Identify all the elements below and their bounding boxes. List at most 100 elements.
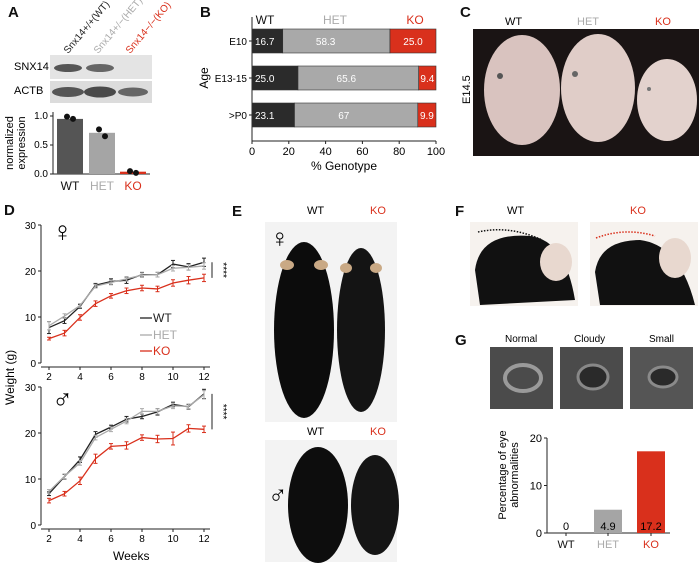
ear bbox=[314, 260, 328, 270]
band-actb-ko bbox=[118, 87, 148, 97]
bar-wt bbox=[57, 118, 83, 174]
ear bbox=[280, 260, 294, 270]
panel-label-d: D bbox=[4, 202, 15, 219]
x-tick-label: 0 bbox=[249, 146, 255, 158]
blot-label-snx14: SNX14 bbox=[14, 61, 49, 73]
axis-label-weeks: Weeks bbox=[113, 549, 150, 563]
header-wt: WT bbox=[307, 205, 325, 217]
y-tick-label: E10 bbox=[229, 37, 247, 48]
legend-ko: KO bbox=[153, 344, 170, 358]
y-tick-label: 0.5 bbox=[34, 140, 48, 151]
x-axis-label: % Genotype bbox=[311, 159, 377, 173]
bar-segment-het bbox=[297, 65, 420, 91]
mouse-ko-female bbox=[337, 248, 385, 412]
x-tick-label: 10 bbox=[167, 372, 179, 383]
band-actb-wt bbox=[52, 87, 84, 97]
eye-ring bbox=[647, 365, 679, 389]
x-tick-label: 8 bbox=[139, 372, 145, 383]
mouse-ko-male bbox=[351, 455, 399, 555]
significance-stars: **** bbox=[217, 404, 228, 420]
panel-label-f: F bbox=[455, 203, 465, 220]
data-label: 0 bbox=[563, 521, 569, 533]
x-tick-label: 4 bbox=[77, 372, 83, 383]
y-tick-label: E13-15 bbox=[215, 74, 248, 85]
data-point bbox=[127, 168, 133, 175]
x-tick-label: 20 bbox=[283, 146, 295, 158]
axis-label-eye: Percentage of eye abnormalities bbox=[497, 430, 521, 520]
x-tick-label: 100 bbox=[427, 146, 445, 158]
y-tick-label: 10 bbox=[530, 481, 542, 493]
bar-segment-het bbox=[282, 28, 391, 54]
data-label: 16.7 bbox=[255, 37, 275, 48]
legend-ko: KO bbox=[406, 13, 423, 27]
x-tick-label: HET bbox=[90, 179, 115, 193]
header-het: HET bbox=[577, 16, 599, 28]
x-tick-label: HET bbox=[597, 539, 619, 551]
y-tick-label: 30 bbox=[25, 221, 37, 232]
band-snx14-het bbox=[86, 64, 114, 72]
panel-label-b: B bbox=[200, 4, 211, 21]
y-tick-label: >P0 bbox=[229, 111, 248, 122]
x-tick-label: 4 bbox=[77, 534, 83, 545]
data-label: 9.9 bbox=[420, 111, 434, 122]
band-actb-het bbox=[84, 86, 116, 98]
x-tick-label: WT bbox=[61, 179, 80, 193]
legend-wt: WT bbox=[256, 13, 275, 27]
header-wt-male: WT bbox=[307, 426, 325, 438]
header-ko: KO bbox=[630, 205, 646, 217]
y-tick-label: 0 bbox=[30, 521, 36, 532]
ear bbox=[370, 263, 382, 273]
y-tick-label: 0 bbox=[536, 528, 542, 540]
header-ko-male: KO bbox=[370, 426, 386, 438]
eye-ko bbox=[647, 87, 651, 91]
y-tick-label: 10 bbox=[25, 313, 37, 324]
data-point bbox=[102, 133, 108, 140]
y-tick-label: 0.0 bbox=[34, 169, 48, 180]
x-tick-label: 40 bbox=[319, 146, 331, 158]
head-profile-dotted-ko bbox=[595, 231, 656, 239]
header-wt: WT bbox=[505, 16, 523, 28]
panel-label-g: G bbox=[455, 332, 467, 349]
x-tick-label: 10 bbox=[167, 534, 179, 545]
x-tick-label: WT bbox=[557, 539, 574, 551]
data-label: 65.6 bbox=[337, 74, 357, 85]
x-tick-label: 2 bbox=[46, 372, 52, 383]
eye-ring bbox=[576, 363, 610, 391]
eye-wt bbox=[497, 73, 503, 79]
eye-label-small: Small bbox=[649, 334, 675, 345]
blot-label-actb: ACTB bbox=[14, 85, 44, 97]
bar-het bbox=[594, 509, 622, 533]
embryo-wt bbox=[484, 35, 560, 145]
x-tick-label: 8 bbox=[139, 534, 145, 545]
eye-het bbox=[572, 71, 578, 77]
embryo-het bbox=[561, 34, 635, 142]
mouse-wt-female bbox=[274, 242, 334, 418]
x-tick-label: KO bbox=[643, 539, 659, 551]
male-symbol: ♂ bbox=[268, 480, 288, 510]
data-label: 67 bbox=[338, 111, 350, 122]
mouse-wt-male bbox=[288, 447, 348, 563]
bar-het bbox=[89, 132, 115, 174]
y-tick-label: 1.0 bbox=[34, 111, 48, 122]
ear-wt bbox=[540, 243, 572, 281]
x-tick-label: 12 bbox=[198, 372, 210, 383]
data-point bbox=[70, 115, 76, 122]
legend-het: HET bbox=[323, 13, 348, 27]
y-tick-label: 30 bbox=[25, 383, 37, 394]
y-tick-label: 10 bbox=[25, 475, 37, 486]
female-symbol: ♀ bbox=[270, 223, 290, 253]
bar-segment-ko bbox=[417, 102, 437, 128]
bar-segment-het bbox=[294, 102, 419, 128]
eye-label-normal: Normal bbox=[505, 334, 538, 345]
y-tick-label: 20 bbox=[530, 433, 542, 445]
bar-ko bbox=[637, 451, 665, 533]
data-label: 9.4 bbox=[420, 74, 434, 85]
eye-ring bbox=[503, 363, 543, 393]
